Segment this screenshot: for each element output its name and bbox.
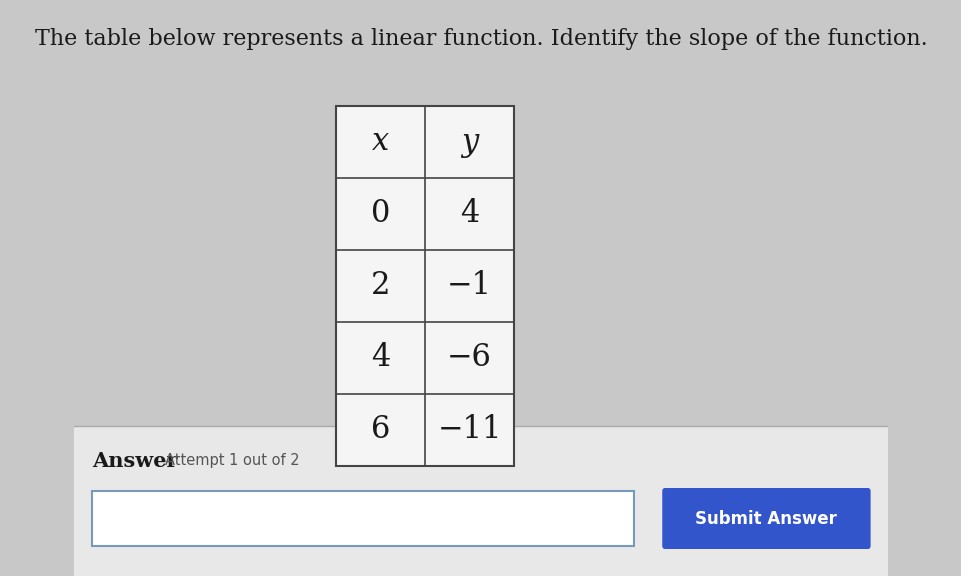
Text: The table below represents a linear function. Identify the slope of the function: The table below represents a linear func… <box>35 28 926 50</box>
Bar <box>335 106 513 466</box>
Text: Attempt 1 out of 2: Attempt 1 out of 2 <box>165 453 300 468</box>
Bar <box>74 426 887 576</box>
Text: y: y <box>460 127 478 157</box>
Text: 6: 6 <box>371 415 390 445</box>
Text: Submit Answer: Submit Answer <box>695 510 836 528</box>
Text: 0: 0 <box>371 199 390 229</box>
Text: −1: −1 <box>447 271 492 301</box>
Bar <box>92 491 633 546</box>
Text: 4: 4 <box>371 343 390 373</box>
FancyBboxPatch shape <box>661 488 870 549</box>
Text: x: x <box>372 127 389 157</box>
Text: −11: −11 <box>437 415 502 445</box>
Text: 4: 4 <box>459 199 479 229</box>
Text: Answer: Answer <box>92 451 178 471</box>
Text: 2: 2 <box>371 271 390 301</box>
Text: −6: −6 <box>447 343 491 373</box>
